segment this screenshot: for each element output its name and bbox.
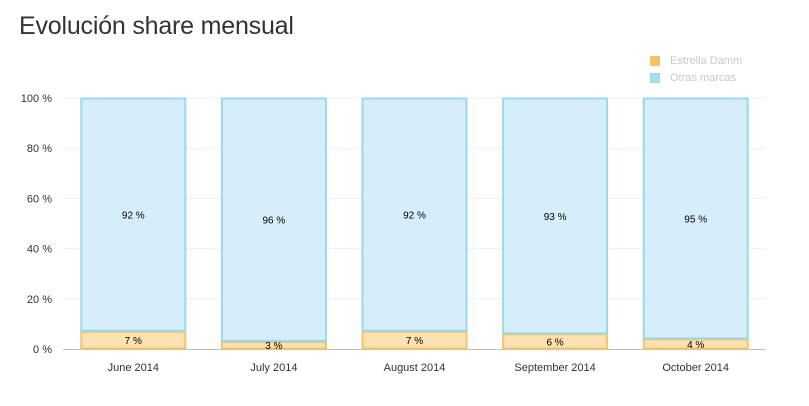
bar-segment-otras-marcas[interactable] [80,97,187,332]
y-tick-label: 80 % [27,143,52,155]
data-label: 6 % [546,337,563,348]
legend-swatch-otras-marcas [650,72,660,83]
bar-segment-estrella-damm[interactable] [80,330,187,350]
bar-segment-estrella-damm[interactable] [361,330,468,350]
y-tick-label: 0 % [33,344,52,356]
legend-label-estrella-damm: Estrella Damm [670,54,743,67]
data-label: 4 % [687,340,704,351]
x-tick-label: August 2014 [384,362,446,374]
bar-segment-otras-marcas[interactable] [502,97,609,335]
y-tick-label: 20 % [27,294,52,306]
legend-item-otras-marcas[interactable]: Otras marcas [650,69,742,86]
x-tick-label: September 2014 [514,362,595,374]
data-label: 7 % [125,336,142,347]
x-tick-label: October 2014 [662,362,729,374]
legend: Estrella Damm Otras marcas [650,52,742,86]
x-tick-label: July 2014 [250,362,297,374]
data-label: 95 % [684,214,707,225]
x-tick-label: June 2014 [108,362,159,374]
y-tick-label: 60 % [27,193,52,205]
data-label: 96 % [263,216,286,227]
bar-segment-otras-marcas[interactable] [361,97,468,332]
data-label: 3 % [265,341,282,352]
bar-segment-otras-marcas[interactable] [220,97,327,342]
chart-title: Evolución share mensual [19,12,294,40]
legend-item-estrella-damm[interactable]: Estrella Damm [650,52,742,69]
y-tick-label: 40 % [27,244,52,256]
bar-segment-estrella-damm[interactable] [220,340,327,350]
legend-label-otras-marcas: Otras marcas [670,71,737,84]
data-label: 93 % [544,212,567,223]
data-label: 92 % [403,211,426,222]
data-label: 92 % [122,211,145,222]
bar-segment-otras-marcas[interactable] [642,97,749,340]
y-tick-label: 100 % [21,93,52,105]
data-label: 7 % [406,336,423,347]
legend-swatch-estrella-damm [650,55,660,66]
